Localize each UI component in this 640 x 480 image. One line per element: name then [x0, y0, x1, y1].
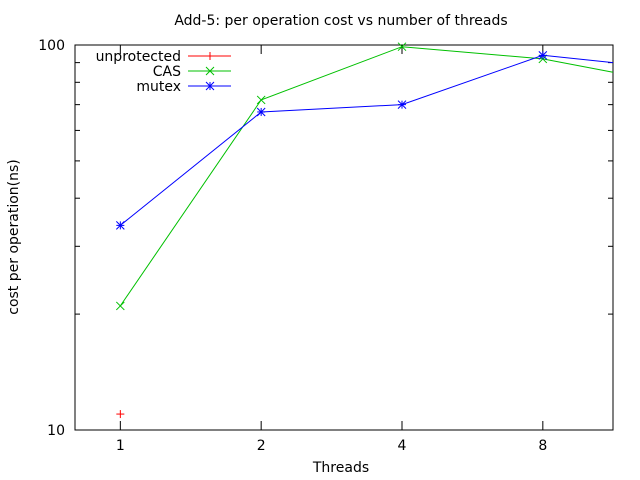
x-axis-label: Threads: [312, 460, 369, 476]
legend-label: unprotected: [96, 49, 181, 65]
data-point: [116, 410, 125, 419]
x-tick-label: 2: [257, 438, 266, 454]
x-tick-label: 1: [116, 438, 125, 454]
data-point: [115, 301, 125, 311]
series-unprotected: [116, 410, 125, 419]
legend-marker: [205, 66, 215, 76]
data-point: [397, 42, 407, 52]
y-tick-label: 100: [38, 38, 65, 54]
data-point: [256, 95, 266, 105]
data-point: [538, 50, 548, 60]
legend-label: mutex: [136, 79, 181, 95]
series-layer: [115, 42, 614, 419]
data-point: [115, 221, 125, 230]
chart-title: Add-5: per operation cost vs number of t…: [174, 13, 507, 29]
x-tick-label: 4: [398, 438, 407, 454]
legend-label: CAS: [153, 64, 181, 80]
y-tick-label: 10: [47, 423, 65, 439]
series-cas: [115, 42, 614, 311]
legend-marker: [205, 81, 215, 91]
plot-frame: [74, 44, 614, 431]
series-mutex: [115, 50, 614, 230]
x-axis: 1 2 4 8: [116, 45, 547, 454]
legend-marker: [206, 52, 214, 60]
y-axis: 10 100: [38, 38, 613, 439]
y-axis-label: cost per operation(ns): [6, 159, 22, 315]
data-point: [256, 107, 266, 117]
x-tick-label: 8: [538, 438, 547, 454]
data-point: [397, 100, 407, 109]
series-line: [119, 54, 614, 226]
